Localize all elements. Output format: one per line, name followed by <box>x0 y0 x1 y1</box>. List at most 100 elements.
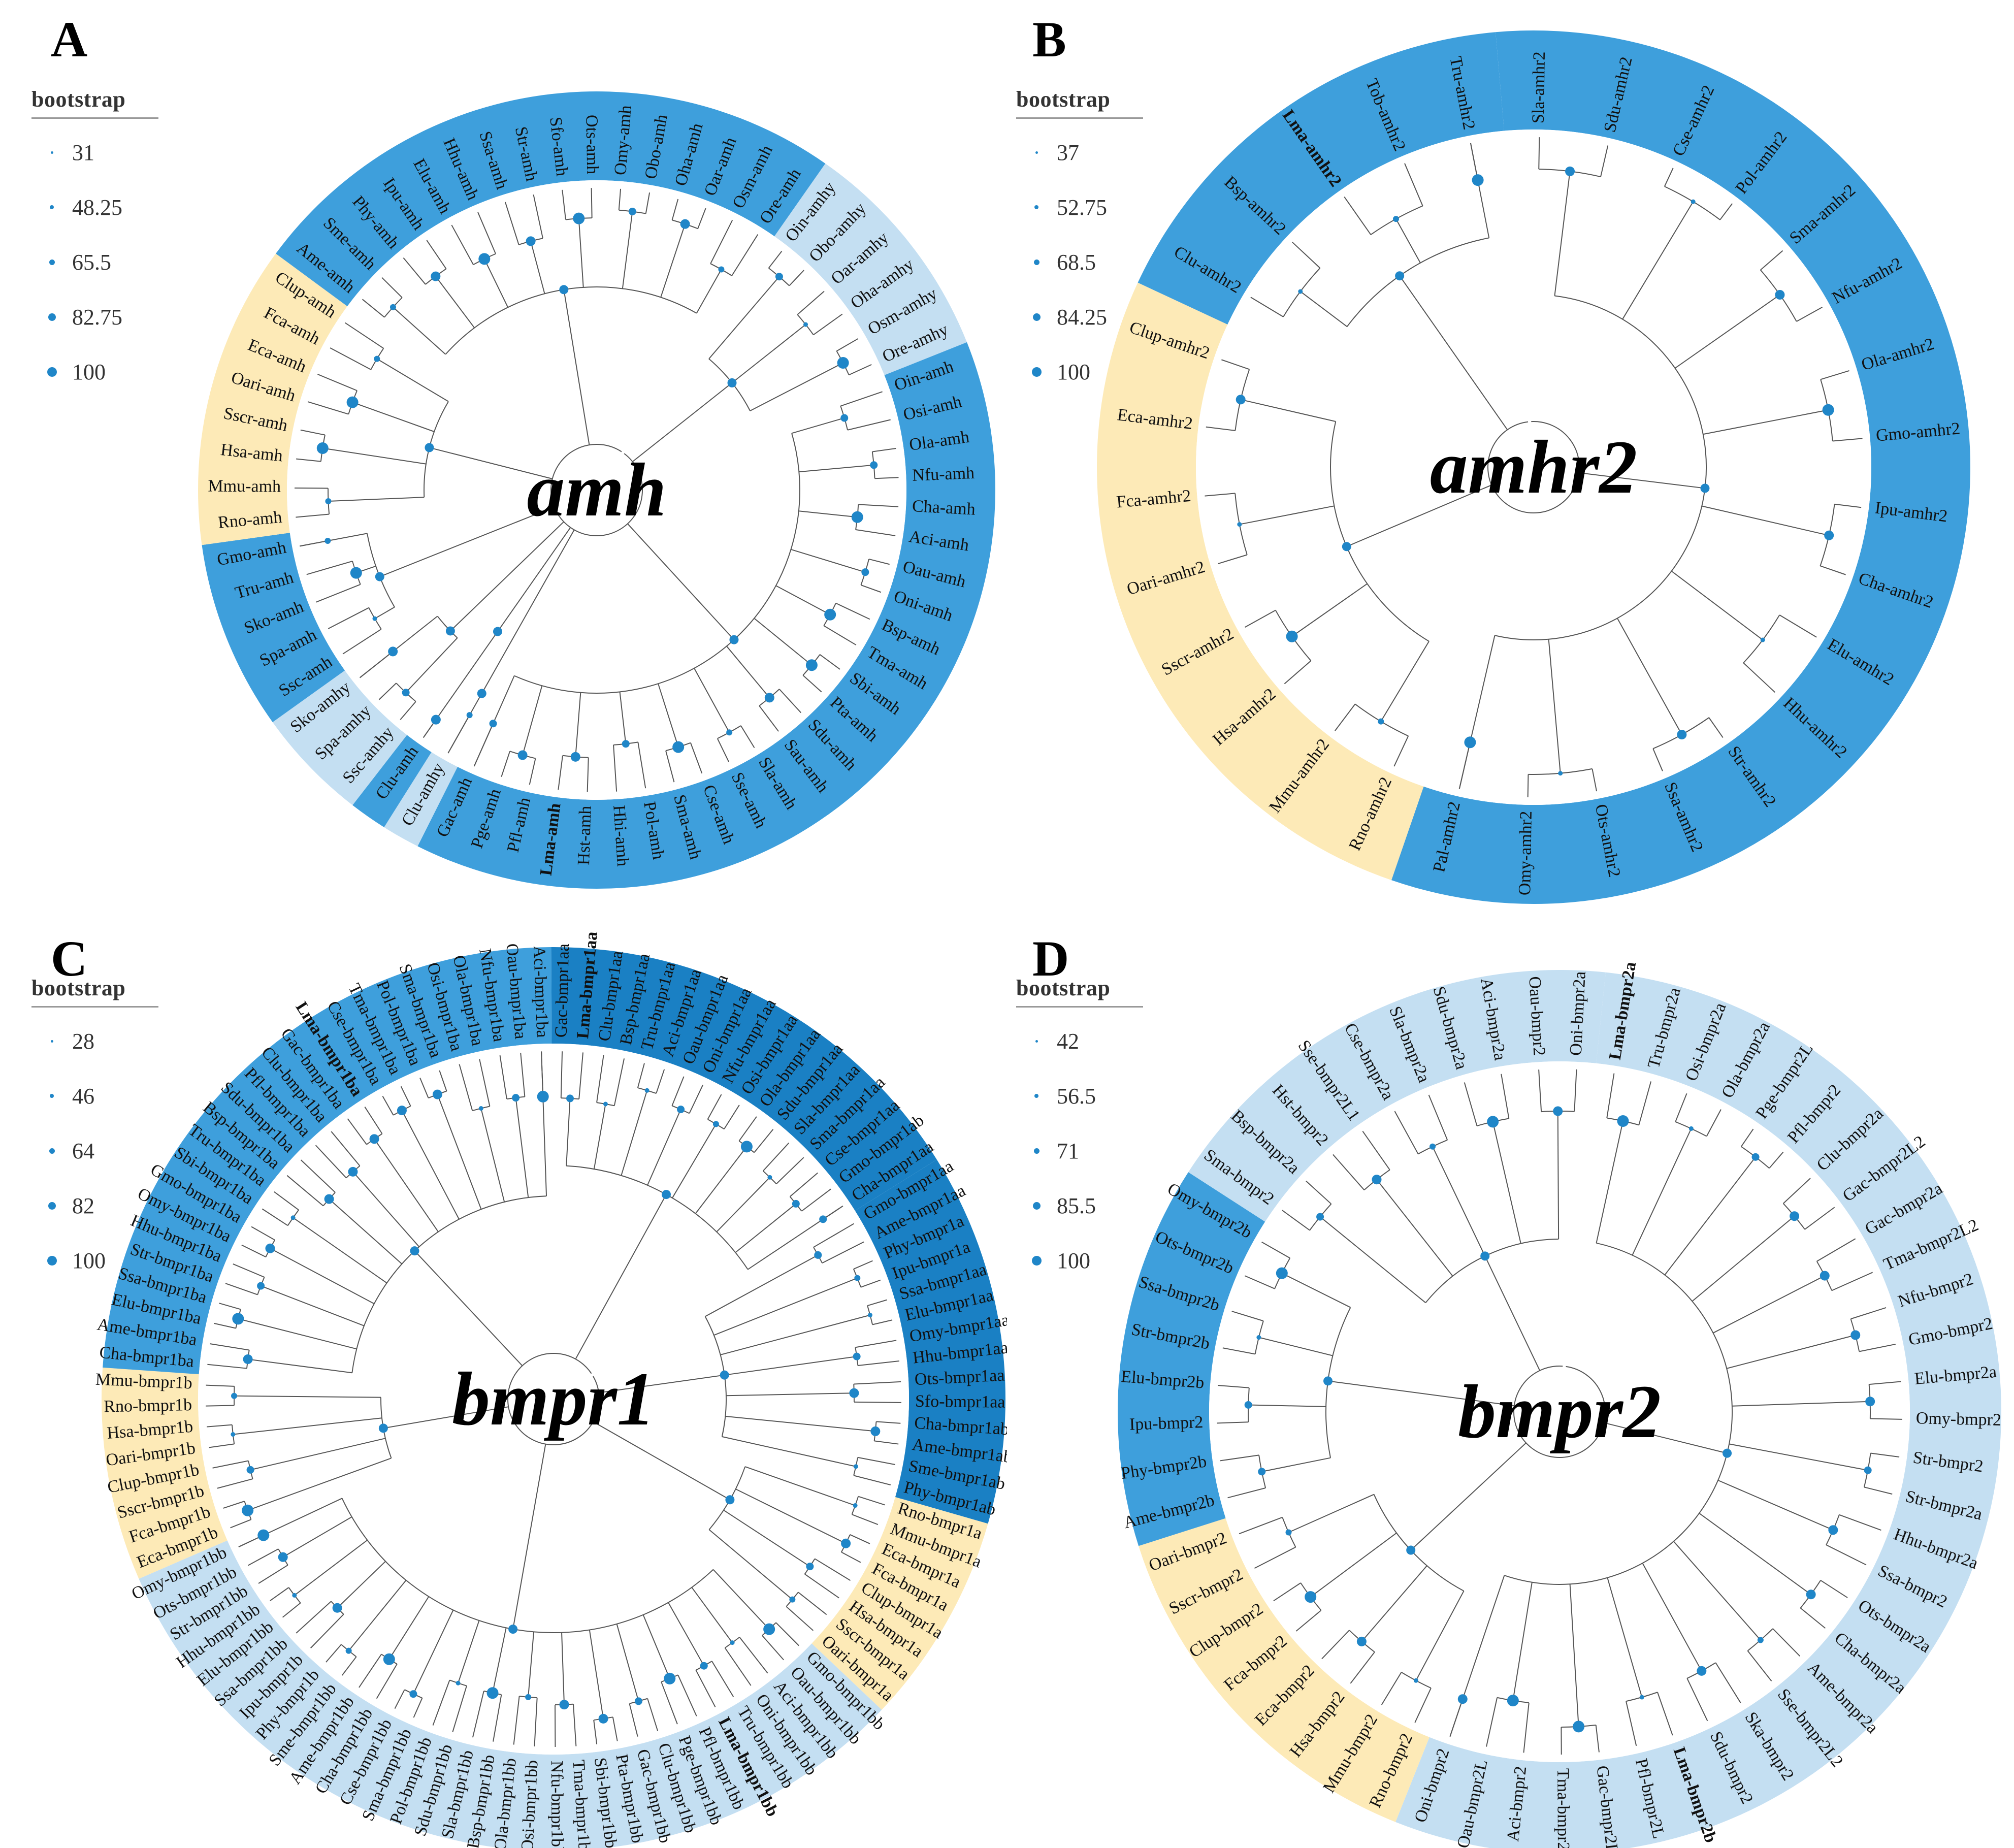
tree-branch <box>1291 583 1368 637</box>
clade-band <box>811 1497 988 1710</box>
tree-branch <box>775 1622 799 1646</box>
tree-branch <box>1432 1146 1486 1256</box>
tree-branch <box>1227 1487 1266 1499</box>
bootstrap-node <box>512 1094 520 1102</box>
bootstrap-node <box>1820 1271 1830 1281</box>
bootstrap-node <box>1865 1397 1875 1407</box>
tree-branch <box>405 637 458 693</box>
tree-branch <box>400 701 416 720</box>
tree-branch <box>238 1318 357 1350</box>
bootstrap-node <box>1824 530 1834 540</box>
tree-branch <box>1220 1454 1259 1462</box>
tree-branch <box>874 1440 899 1445</box>
panel-c: C bootstrap 28 46 64 82 100 Gmo-bmpr1aa Ame-b… <box>0 924 1007 1848</box>
legend-divider <box>1016 1006 1143 1008</box>
leaf-label: Hhi-amh <box>609 804 632 867</box>
tree-branch <box>315 1145 347 1179</box>
bootstrap-node <box>566 1094 574 1103</box>
bootstrap-node <box>1316 1213 1324 1221</box>
legend-item: 85.5 <box>1016 1178 1143 1233</box>
tree-branch <box>1284 660 1312 685</box>
tree-branch <box>629 1703 638 1737</box>
tree-branch <box>1702 505 1829 536</box>
legend-value: 42 <box>1057 1028 1079 1054</box>
bootstrap-node <box>257 1529 270 1541</box>
bootstrap-node <box>478 253 491 265</box>
bootstrap-node <box>1323 1376 1333 1386</box>
tree-branch <box>731 324 806 383</box>
bootstrap-node <box>775 273 783 281</box>
tree-branch <box>307 401 349 415</box>
tree-branch <box>1604 1422 1728 1454</box>
tree-branch <box>858 1496 885 1506</box>
legend-value: 100 <box>72 359 106 384</box>
tree-branch <box>362 299 385 318</box>
tree-branch <box>1826 1544 1867 1566</box>
bootstrap-node <box>1392 216 1399 222</box>
bootstrap-node <box>727 378 737 387</box>
panel-letter: B <box>1032 11 1066 68</box>
legend-title: bootstrap <box>1016 87 1111 112</box>
tree-branch <box>716 1177 770 1233</box>
tree-branch <box>872 447 896 452</box>
tree-branch <box>507 1353 600 1446</box>
tree-branch <box>393 615 438 652</box>
tree-branch <box>1295 1610 1322 1632</box>
bootstrap-node <box>477 689 486 698</box>
tree-branch <box>1657 1692 1673 1736</box>
bootstrap-node <box>525 1694 532 1700</box>
leaf-label: Gac-bmpr1aa <box>552 944 573 1038</box>
phylogenetic-tree: Gmo-bmpr1aaAme-bmpr1aaPhy-bmpr1aIpu-bmpr… <box>95 931 1007 1848</box>
tree-branch <box>1300 291 1348 327</box>
tree-branch <box>822 1241 864 1263</box>
tree-branch <box>528 1632 535 1697</box>
tree-branch <box>1492 1121 1521 1244</box>
tree-branch <box>483 258 509 308</box>
tree-branch <box>1217 1384 1249 1388</box>
bootstrap-node <box>432 1089 442 1099</box>
bootstrap-node <box>1236 395 1246 405</box>
tree-branch <box>234 1395 381 1398</box>
bootstrap-node <box>1372 1175 1382 1185</box>
bootstrap-node <box>409 1690 417 1698</box>
tree-branch <box>317 374 358 392</box>
tree-branch <box>1395 218 1421 264</box>
tree-branch <box>352 1171 420 1247</box>
tree-branch <box>513 1696 520 1745</box>
legend-item: 46 <box>31 1068 158 1123</box>
tree-branch <box>493 675 515 724</box>
panel-letter: C <box>51 930 88 987</box>
tree-branch <box>786 1606 814 1631</box>
tree-branch <box>274 1191 299 1211</box>
tree-branch <box>270 1248 375 1305</box>
bootstrap-node <box>789 1596 796 1603</box>
legend-value: 84.25 <box>1057 304 1107 330</box>
legend-item: 68.5 <box>1016 235 1143 289</box>
tree-branch <box>677 1674 697 1716</box>
tree-branch <box>697 208 706 229</box>
tree-branch <box>1675 1093 1687 1122</box>
tree-branch <box>367 533 395 608</box>
tree-branch <box>1344 196 1372 235</box>
tree-branch <box>1248 1404 1326 1407</box>
legend-item: 64 <box>31 1123 158 1178</box>
tree-branch <box>400 1086 411 1107</box>
bootstrap-node <box>324 1194 334 1204</box>
tree-branch <box>1626 1701 1637 1746</box>
phylogenetic-tree: Sla-amhr2 Sdu-amhr2 Cse-amhr2Pol-amhr2Sma-… <box>1097 30 1971 904</box>
tree-branch <box>621 1090 648 1176</box>
tree-branch <box>778 689 802 714</box>
tree-branch <box>1708 717 1724 738</box>
tree-branch <box>850 1534 870 1544</box>
tree-branch <box>210 1343 249 1351</box>
legend-value: 85.5 <box>1057 1193 1096 1218</box>
leaf-label: Rno-bmpr1b <box>104 1396 192 1416</box>
bootstrap-node <box>345 1647 352 1654</box>
tree-branch <box>1484 1255 1541 1371</box>
tree-branch <box>596 1055 604 1103</box>
clade-band <box>1391 30 1971 904</box>
tree-branch <box>799 464 874 473</box>
tree-branch <box>534 1698 538 1747</box>
bootstrap-node <box>231 1392 238 1399</box>
bootstrap-node <box>644 1088 649 1093</box>
